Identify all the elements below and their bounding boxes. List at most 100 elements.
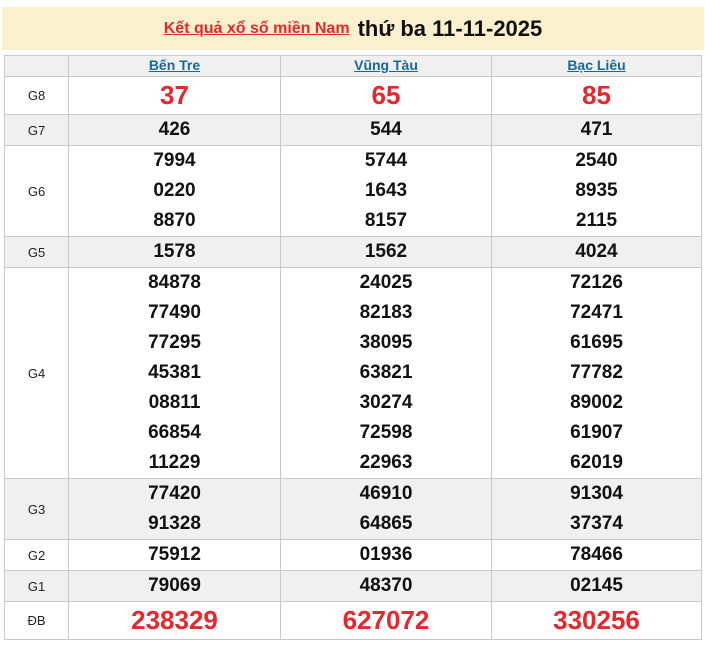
province-header-row: Bến Tre Vũng Tàu Bạc Liêu: [4, 55, 702, 77]
result-cell-g4-ben-tre: 84878 77490 77295 45381 08811 66854 11229: [68, 267, 281, 479]
result-number: 61907: [570, 422, 623, 443]
result-number: 471: [580, 119, 613, 140]
result-number: 61695: [570, 332, 623, 353]
result-number: 66854: [148, 422, 201, 443]
result-cell-g2-vung-tau: 01936: [280, 539, 492, 571]
result-number: 2540: [575, 150, 618, 171]
result-cell-g8-ben-tre: 37: [68, 76, 281, 115]
province-link-ben-tre[interactable]: Bến Tre: [148, 57, 201, 73]
prize-row-g5: G5 1578 1562 4024: [4, 236, 702, 268]
prize-label-g5: G5: [4, 236, 69, 268]
result-number: 22963: [359, 452, 413, 473]
prize-label-g1: G1: [4, 570, 69, 602]
result-number: 5744: [364, 150, 408, 171]
prize-label-g6: G6: [4, 145, 69, 237]
result-number: 627072: [342, 605, 430, 635]
result-number: 82183: [359, 302, 413, 323]
result-number: 544: [370, 119, 402, 140]
result-number: 30274: [359, 392, 413, 413]
result-cell-g3-vung-tau: 46910 64865: [280, 478, 492, 540]
result-number: 77490: [148, 302, 201, 323]
result-cell-g6-vung-tau: 5744 1643 8157: [280, 145, 492, 237]
result-number: 8935: [575, 180, 618, 201]
result-number: 2115: [575, 210, 618, 231]
result-number: 24025: [359, 272, 413, 293]
result-cell-g1-ben-tre: 79069: [68, 570, 281, 602]
result-cell-g4-vung-tau: 24025 82183 38095 63821 30274 72598 22963: [280, 267, 492, 479]
province-link-vung-tau[interactable]: Vũng Tàu: [354, 57, 418, 73]
prize-row-g3: G3 77420 91328 46910 64865 91304 37374: [4, 478, 702, 540]
result-number: 48370: [359, 575, 413, 596]
result-number: 63821: [359, 362, 413, 383]
result-cell-g8-vung-tau: 65: [280, 76, 492, 115]
province-header-cell: Bến Tre: [68, 55, 281, 77]
result-cell-db-bac-lieu: 330256: [491, 601, 702, 640]
prize-label-g8: G8: [4, 76, 69, 115]
prize-label-db: ĐB: [4, 601, 69, 640]
result-number: 62019: [570, 452, 623, 473]
result-cell-g6-bac-lieu: 2540 8935 2115: [491, 145, 702, 237]
result-cell-db-ben-tre: 238329: [68, 601, 281, 640]
result-number: 37374: [570, 513, 623, 534]
result-number: 8157: [364, 210, 408, 231]
results-table-body: G8 37 65 85 G7 426 544 471 G6 7994 0220 8870 5744 164…: [4, 76, 702, 640]
result-number: 77295: [148, 332, 201, 353]
draw-date-text: thứ ba 11-11-2025: [357, 15, 543, 41]
result-number: 37: [160, 80, 189, 110]
result-number: 91328: [148, 513, 201, 534]
result-cell-g7-ben-tre: 426: [68, 114, 281, 146]
province-header-cell: Vũng Tàu: [280, 55, 492, 77]
result-number: 238329: [131, 605, 218, 635]
result-number: 1562: [364, 241, 408, 262]
result-number: 85: [582, 80, 611, 110]
result-cell-g5-vung-tau: 1562: [280, 236, 492, 268]
result-number: 330256: [553, 605, 640, 635]
result-number: 84878: [148, 272, 201, 293]
result-cell-g2-ben-tre: 75912: [68, 539, 281, 571]
province-header-cell: Bạc Liêu: [491, 55, 702, 77]
result-number: 426: [158, 119, 191, 140]
result-cell-g3-ben-tre: 77420 91328: [68, 478, 281, 540]
result-number: 01936: [359, 544, 413, 565]
result-number: 72126: [570, 272, 623, 293]
result-number: 72471: [570, 302, 623, 323]
prize-row-g2: G2 75912 01936 78466: [4, 539, 702, 571]
prize-row-g6: G6 7994 0220 8870 5744 1643 8157 2540 8935 2115: [4, 145, 702, 237]
result-number: 0220: [153, 180, 196, 201]
result-cell-g1-vung-tau: 48370: [280, 570, 492, 602]
result-number: 46910: [359, 483, 413, 504]
prize-row-g4: G4 84878 77490 77295 45381 08811 66854 11229 240…: [4, 267, 702, 479]
results-table-head: Bến Tre Vũng Tàu Bạc Liêu: [4, 55, 702, 77]
result-number: 7994: [153, 150, 196, 171]
result-number: 89002: [570, 392, 623, 413]
result-cell-g7-bac-lieu: 471: [491, 114, 702, 146]
prize-row-g8: G8 37 65 85: [4, 76, 702, 115]
prize-label-g7: G7: [4, 114, 69, 146]
result-number: 77420: [148, 483, 201, 504]
result-number: 64865: [359, 513, 413, 534]
prize-row-g7: G7 426 544 471: [4, 114, 702, 146]
result-number: 8870: [153, 210, 196, 231]
result-number: 77782: [570, 362, 623, 383]
result-number: 45381: [148, 362, 201, 383]
result-cell-g5-ben-tre: 1578: [68, 236, 281, 268]
result-cell-g4-bac-lieu: 72126 72471 61695 77782 89002 61907 62019: [491, 267, 702, 479]
prize-label-g4: G4: [4, 267, 69, 479]
prize-row-db: ĐB 238329 627072 330256: [4, 601, 702, 640]
result-cell-g3-bac-lieu: 91304 37374: [491, 478, 702, 540]
result-cell-g7-vung-tau: 544: [280, 114, 492, 146]
region-title-link[interactable]: Kết quả xổ số miền Nam: [163, 19, 350, 37]
result-number: 1643: [364, 180, 408, 201]
result-cell-g1-bac-lieu: 02145: [491, 570, 702, 602]
province-link-bac-lieu[interactable]: Bạc Liêu: [567, 57, 626, 73]
result-cell-g8-bac-lieu: 85: [491, 76, 702, 115]
result-number: 02145: [570, 575, 623, 596]
result-cell-g2-bac-lieu: 78466: [491, 539, 702, 571]
result-number: 79069: [148, 575, 201, 596]
result-number: 08811: [148, 392, 201, 413]
lottery-results-page: Kết quả xổ số miền Nam thứ ba 11-11-2025…: [0, 7, 705, 640]
result-cell-g6-ben-tre: 7994 0220 8870: [68, 145, 281, 237]
result-number: 4024: [575, 241, 618, 262]
result-cell-g5-bac-lieu: 4024: [491, 236, 702, 268]
prize-label-g3: G3: [4, 478, 69, 540]
